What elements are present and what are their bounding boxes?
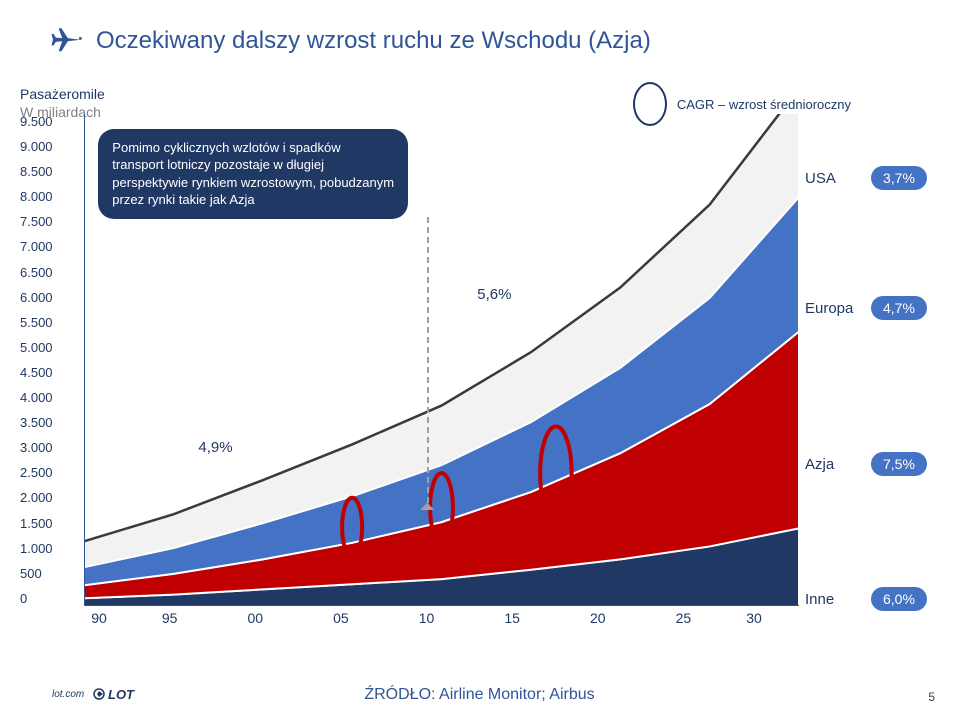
y-tick: 5.500 <box>20 315 78 330</box>
region-label-azja: Azja 7,5% <box>805 452 927 476</box>
lotcom-label: lot.com <box>52 689 84 700</box>
stacked-area-chart: 4,9% 5,6% Pomimo cyklicznych wzlotów i s… <box>84 114 799 606</box>
cagr-label: CAGR – wzrost średnioroczny <box>677 97 851 112</box>
x-tick: 95 <box>155 610 185 634</box>
y-tick: 8.000 <box>20 189 78 204</box>
x-tick: 20 <box>583 610 613 634</box>
y-tick: 6.500 <box>20 265 78 280</box>
lot-logo-icon: LOT <box>92 684 144 704</box>
airplane-icon <box>48 24 82 58</box>
page-title: Oczekiwany dalszy wzrost ruchu ze Wschod… <box>96 27 651 55</box>
y-tick: 9.000 <box>20 139 78 154</box>
region-label-usa: USA 3,7% <box>805 166 927 190</box>
y-tick: 7.500 <box>20 214 78 229</box>
y-tick: 7.000 <box>20 239 78 254</box>
page-number: 5 <box>928 690 935 704</box>
y-tick: 6.000 <box>20 290 78 305</box>
y-axis-ticks: 9.500 9.000 8.500 8.000 7.500 7.000 6.500 6.000… <box>20 114 78 606</box>
region-pct-badge: 7,5% <box>871 452 927 476</box>
y-axis-label-1: Pasażeromile <box>20 86 105 104</box>
y-tick: 0 <box>20 591 78 606</box>
annotation-left-pct: 4,9% <box>198 439 232 456</box>
region-label-europa: Europa 4,7% <box>805 296 927 320</box>
y-tick: 2.000 <box>20 490 78 505</box>
y-tick: 8.500 <box>20 164 78 179</box>
chart-note: Pomimo cyklicznych wzlotów i spadków tra… <box>98 129 408 219</box>
y-tick: 1.500 <box>20 516 78 531</box>
y-tick: 1.000 <box>20 541 78 556</box>
svg-text:LOT: LOT <box>108 687 135 702</box>
region-name: Inne <box>805 591 861 608</box>
region-name: USA <box>805 170 861 187</box>
x-axis-ticks: 90 95 00 05 10 15 20 25 30 <box>84 610 799 634</box>
x-tick: 90 <box>84 610 114 634</box>
x-tick: 15 <box>497 610 527 634</box>
x-tick: 05 <box>326 610 356 634</box>
x-tick: 30 <box>739 610 769 634</box>
y-tick: 500 <box>20 566 78 581</box>
note-pointer-line <box>427 217 429 502</box>
y-tick: 5.000 <box>20 340 78 355</box>
y-tick: 9.500 <box>20 114 78 129</box>
region-label-inne: Inne 6,0% <box>805 587 927 611</box>
y-tick: 3.500 <box>20 415 78 430</box>
region-pct-badge: 3,7% <box>871 166 927 190</box>
region-name: Azja <box>805 456 861 473</box>
y-tick: 3.000 <box>20 440 78 455</box>
x-tick: 00 <box>240 610 270 634</box>
x-tick: 25 <box>668 610 698 634</box>
y-tick: 4.000 <box>20 390 78 405</box>
region-name: Europa <box>805 300 861 317</box>
y-tick: 2.500 <box>20 465 78 480</box>
x-tick: 10 <box>412 610 442 634</box>
y-tick: 4.500 <box>20 365 78 380</box>
region-pct-badge: 4,7% <box>871 296 927 320</box>
annotation-mid-pct: 5,6% <box>477 286 511 303</box>
region-labels: USA 3,7% Europa 4,7% Azja 7,5% Inne 6,0% <box>805 114 935 634</box>
region-pct-badge: 6,0% <box>871 587 927 611</box>
lot-brand: lot.com LOT <box>52 684 144 704</box>
